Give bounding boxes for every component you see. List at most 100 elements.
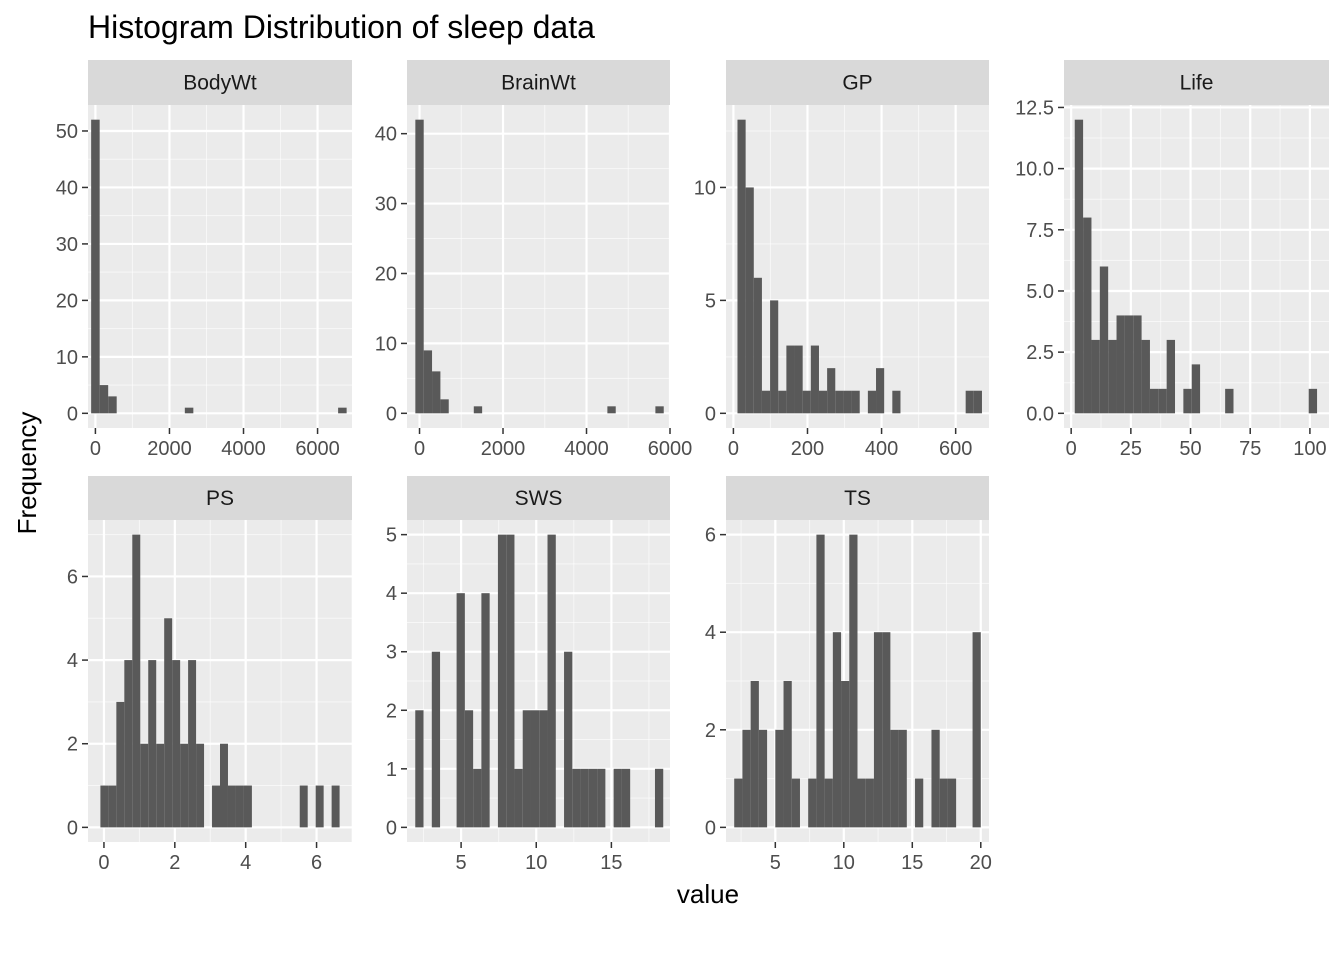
histogram-bar bbox=[415, 119, 424, 414]
strip-ps bbox=[88, 476, 352, 520]
histogram-bar bbox=[196, 743, 205, 828]
panel-sws: SWS 0 1 2 3 4 5 5 10 15 bbox=[386, 476, 670, 874]
gridlines bbox=[407, 105, 672, 428]
bars-life bbox=[1074, 119, 1318, 414]
histogram-bar bbox=[786, 345, 795, 414]
y-tick-label: 5 bbox=[386, 525, 397, 547]
x-tick-label: 0 bbox=[90, 438, 101, 460]
histogram-bar bbox=[164, 618, 173, 828]
histogram-bar bbox=[882, 632, 891, 828]
histogram-bar bbox=[572, 768, 581, 828]
histogram-bar bbox=[865, 778, 874, 828]
y-tick-label: 0 bbox=[705, 817, 716, 839]
histogram-bar bbox=[965, 390, 974, 414]
histogram-bar bbox=[1099, 266, 1109, 414]
y-tick-label: 0 bbox=[67, 403, 78, 425]
histogram-bar bbox=[654, 768, 664, 828]
x-tick-label: 0 bbox=[728, 438, 739, 460]
histogram-bar bbox=[947, 778, 957, 828]
histogram-bar bbox=[841, 681, 850, 828]
panel-bodywt: BodyWt 0 10 20 30 40 50 0 2000 4000 6000 bbox=[56, 60, 352, 460]
histogram-bar bbox=[972, 632, 981, 828]
histogram-bar bbox=[564, 651, 573, 828]
x-tick-label: 6 bbox=[311, 852, 322, 874]
y-axis-title: Frequency bbox=[12, 412, 42, 535]
histogram-bar bbox=[808, 778, 817, 828]
histogram-bar bbox=[338, 407, 347, 414]
histogram-bar bbox=[1141, 339, 1150, 414]
x-tick-label: 200 bbox=[791, 438, 824, 460]
x-tick-label: 2 bbox=[169, 852, 180, 874]
histogram-bar bbox=[514, 768, 523, 828]
histogram-bar bbox=[235, 785, 244, 828]
histogram-bar bbox=[315, 785, 324, 828]
histogram-bar bbox=[481, 593, 490, 828]
histogram-bar bbox=[184, 407, 194, 414]
histogram-bar bbox=[810, 345, 819, 414]
x-tick-label: 4 bbox=[240, 852, 251, 874]
histogram-bar bbox=[1166, 339, 1176, 414]
y-tick-label: 20 bbox=[375, 263, 397, 285]
strip-label-life: Life bbox=[1180, 72, 1214, 95]
y-tick-label: 0 bbox=[67, 817, 78, 839]
histogram-bar bbox=[456, 593, 465, 828]
histogram-bar bbox=[432, 371, 441, 414]
histogram-bar bbox=[890, 729, 899, 828]
histogram-bar bbox=[539, 710, 548, 828]
x-tick-label: 15 bbox=[901, 852, 923, 874]
bars-brainwt bbox=[415, 119, 664, 414]
x-tick-label: 10 bbox=[833, 852, 855, 874]
x-tick-label: 0 bbox=[414, 438, 425, 460]
strip-label-brainwt: BrainWt bbox=[501, 72, 576, 95]
histogram-bar bbox=[132, 534, 141, 828]
y-tick-label: 7.5 bbox=[1026, 220, 1054, 242]
y-tick-label: 6 bbox=[705, 525, 716, 547]
y-tick-label: 4 bbox=[67, 650, 78, 672]
y-tick-label: 4 bbox=[386, 583, 397, 605]
strip-bodywt bbox=[88, 60, 352, 105]
histogram-bar bbox=[464, 710, 474, 828]
histogram-bar bbox=[973, 390, 982, 414]
bars-bodywt bbox=[91, 119, 347, 414]
histogram-bar bbox=[745, 187, 754, 414]
histogram-bar bbox=[898, 729, 907, 828]
y-tick-label: 10 bbox=[375, 333, 397, 355]
y-tick-label: 5.0 bbox=[1026, 281, 1054, 303]
histogram-bar bbox=[873, 632, 883, 828]
bars-gp bbox=[737, 119, 982, 414]
histogram-bar bbox=[431, 651, 441, 828]
histogram-bar bbox=[1108, 339, 1117, 414]
histogram-bar bbox=[440, 399, 449, 414]
histogram-bar bbox=[1116, 315, 1125, 414]
y-tick-label: 20 bbox=[56, 290, 78, 312]
x-tick-label: 400 bbox=[865, 438, 898, 460]
histogram-bar bbox=[1149, 388, 1159, 414]
histogram-bar bbox=[99, 385, 109, 414]
histogram-bar bbox=[750, 681, 759, 828]
y-tick-label: 6 bbox=[67, 566, 78, 588]
panel-ps: PS 0 2 4 6 0 2 4 6 bbox=[67, 476, 353, 874]
x-tick-label: 6000 bbox=[295, 438, 340, 460]
histogram-bar bbox=[818, 390, 828, 414]
strip-brainwt bbox=[407, 60, 670, 105]
histogram-bar bbox=[851, 390, 860, 414]
y-tick-label: 4 bbox=[705, 622, 716, 644]
y-tick-label: 2 bbox=[386, 700, 397, 722]
histogram-bar bbox=[547, 534, 556, 828]
histogram-bar bbox=[243, 785, 252, 828]
y-tick-label: 0 bbox=[386, 403, 397, 425]
histogram-bar bbox=[939, 778, 948, 828]
y-tick-label: 2 bbox=[67, 734, 78, 756]
x-tick-label: 50 bbox=[1179, 438, 1201, 460]
y-tick-label: 30 bbox=[56, 234, 78, 256]
histogram-bar bbox=[116, 701, 125, 828]
strip-gp bbox=[726, 60, 989, 105]
panel-ts: TS 0 2 4 6 5 10 15 20 bbox=[705, 476, 992, 874]
histogram-bar bbox=[775, 729, 784, 828]
histogram-bar bbox=[506, 534, 515, 828]
histogram-bar bbox=[867, 390, 877, 414]
histogram-bar bbox=[742, 729, 751, 828]
panel-background bbox=[407, 105, 670, 428]
x-tick-label: 4000 bbox=[564, 438, 609, 460]
histogram-bar bbox=[473, 768, 482, 828]
